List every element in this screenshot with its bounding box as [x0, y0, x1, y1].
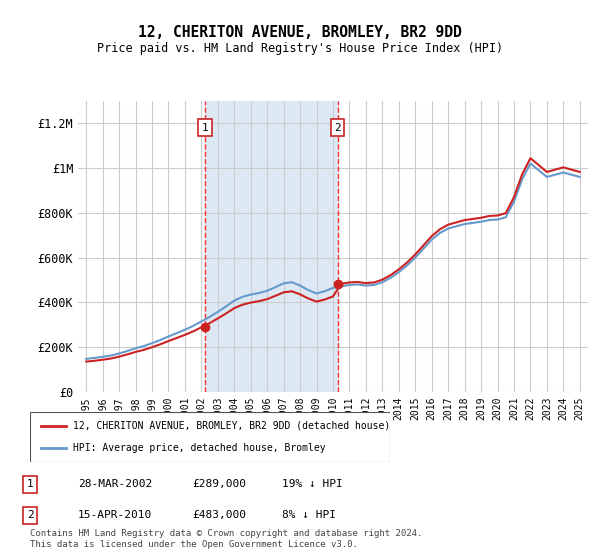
- FancyBboxPatch shape: [30, 412, 390, 462]
- Text: 2: 2: [334, 123, 341, 133]
- Text: 1: 1: [202, 123, 209, 133]
- Text: 1: 1: [26, 479, 34, 489]
- Text: £483,000: £483,000: [192, 510, 246, 520]
- Text: Price paid vs. HM Land Registry's House Price Index (HPI): Price paid vs. HM Land Registry's House …: [97, 42, 503, 55]
- Text: 12, CHERITON AVENUE, BROMLEY, BR2 9DD: 12, CHERITON AVENUE, BROMLEY, BR2 9DD: [138, 25, 462, 40]
- Text: 12, CHERITON AVENUE, BROMLEY, BR2 9DD (detached house): 12, CHERITON AVENUE, BROMLEY, BR2 9DD (d…: [73, 421, 391, 431]
- Text: 15-APR-2010: 15-APR-2010: [78, 510, 152, 520]
- Bar: [205, 101, 338, 392]
- Text: 28-MAR-2002: 28-MAR-2002: [78, 479, 152, 489]
- Text: £289,000: £289,000: [192, 479, 246, 489]
- Text: 19% ↓ HPI: 19% ↓ HPI: [282, 479, 343, 489]
- Text: 2: 2: [26, 510, 34, 520]
- Text: HPI: Average price, detached house, Bromley: HPI: Average price, detached house, Brom…: [73, 443, 326, 453]
- Text: Contains HM Land Registry data © Crown copyright and database right 2024.
This d: Contains HM Land Registry data © Crown c…: [30, 529, 422, 549]
- Text: 8% ↓ HPI: 8% ↓ HPI: [282, 510, 336, 520]
